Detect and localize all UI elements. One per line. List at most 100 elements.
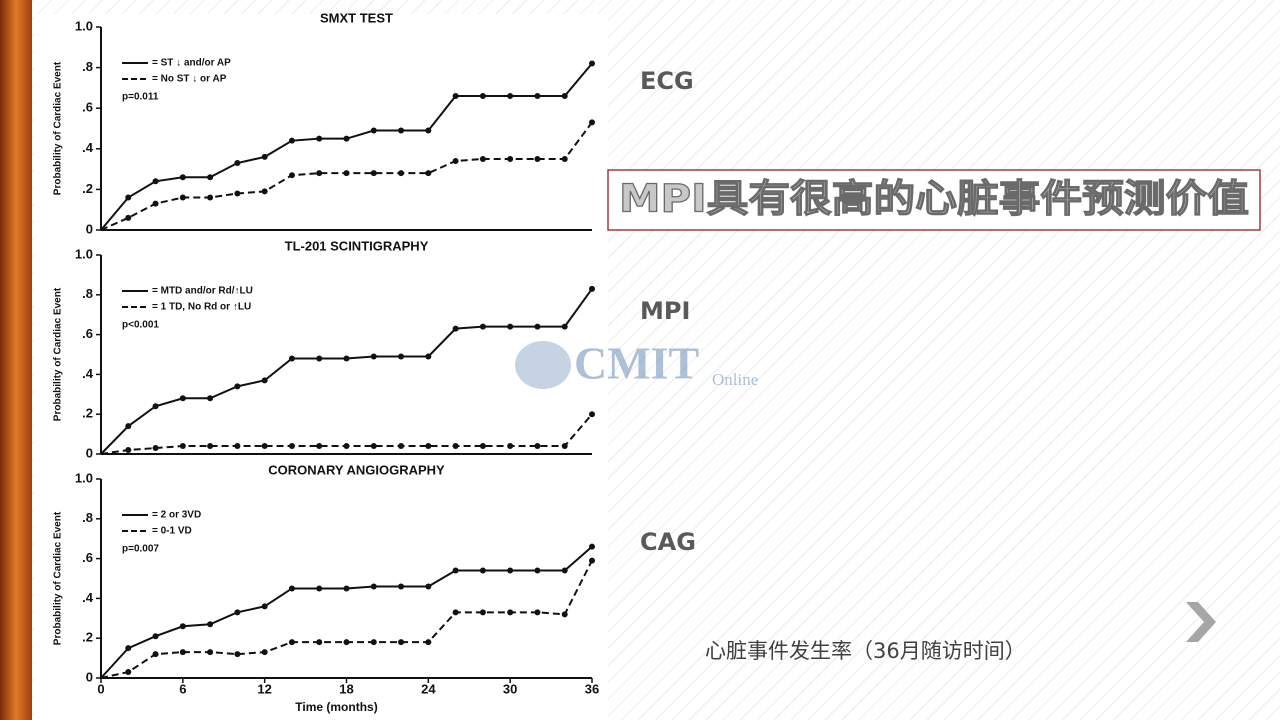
data-point bbox=[534, 443, 541, 450]
y-axis-label: Probability of Cardiac Event bbox=[53, 511, 64, 645]
data-point bbox=[288, 172, 295, 179]
data-point bbox=[561, 93, 568, 100]
chart-title: SMXT TEST bbox=[320, 10, 393, 25]
watermark-sub: Online bbox=[712, 370, 758, 389]
data-point bbox=[152, 178, 159, 185]
y-tick-label: .2 bbox=[82, 181, 93, 196]
data-point bbox=[370, 170, 377, 177]
data-point bbox=[370, 639, 377, 646]
data-point bbox=[288, 137, 295, 144]
data-point bbox=[261, 153, 268, 160]
data-point bbox=[479, 567, 486, 574]
data-point bbox=[261, 377, 268, 384]
data-point bbox=[452, 609, 459, 616]
x-tick-label: 6 bbox=[179, 681, 186, 696]
data-point bbox=[534, 609, 541, 616]
data-point bbox=[425, 127, 432, 134]
data-point bbox=[316, 355, 323, 362]
data-point bbox=[152, 200, 159, 207]
data-point bbox=[452, 567, 459, 574]
x-axis-label: Time (months) bbox=[295, 700, 377, 714]
y-tick-label: .8 bbox=[82, 510, 93, 525]
y-tick-label: 0 bbox=[86, 445, 93, 460]
data-point bbox=[288, 585, 295, 592]
data-point bbox=[288, 639, 295, 646]
x-tick-label: 18 bbox=[339, 681, 353, 696]
data-point bbox=[261, 649, 268, 656]
data-point bbox=[125, 194, 132, 201]
y-tick-label: 1.0 bbox=[75, 470, 93, 485]
data-point bbox=[534, 155, 541, 162]
data-point bbox=[425, 170, 432, 177]
y-tick-label: .2 bbox=[82, 406, 93, 421]
data-point bbox=[261, 603, 268, 610]
next-arrow[interactable] bbox=[1186, 602, 1216, 642]
data-point bbox=[179, 443, 186, 450]
data-point bbox=[534, 323, 541, 330]
annotation: p=0.011 bbox=[122, 92, 159, 103]
x-tick-label: 0 bbox=[97, 681, 104, 696]
data-point bbox=[425, 639, 432, 646]
x-tick-label: 30 bbox=[503, 681, 517, 696]
data-point bbox=[343, 639, 350, 646]
y-tick-label: 0 bbox=[86, 669, 93, 684]
data-point bbox=[261, 443, 268, 450]
chart-title: TL-201 SCINTIGRAPHY bbox=[285, 238, 429, 253]
data-point bbox=[316, 639, 323, 646]
data-point bbox=[425, 353, 432, 360]
data-point bbox=[589, 411, 595, 418]
data-point bbox=[398, 170, 405, 177]
chart-image bbox=[35, 14, 608, 720]
caption: 心脏事件发生率（36月随访时间） bbox=[705, 639, 1026, 663]
legend-label: = 1 TD, No Rd or ↑LU bbox=[152, 302, 251, 313]
data-point bbox=[398, 353, 405, 360]
data-point bbox=[343, 443, 350, 450]
data-point bbox=[207, 174, 214, 181]
data-point bbox=[452, 325, 459, 332]
x-tick-label: 12 bbox=[257, 681, 271, 696]
data-point bbox=[479, 93, 486, 100]
data-point bbox=[589, 543, 595, 550]
data-point bbox=[207, 649, 214, 656]
data-point bbox=[507, 155, 514, 162]
data-point bbox=[288, 443, 295, 450]
data-point bbox=[234, 443, 241, 450]
data-point bbox=[343, 585, 350, 592]
data-point bbox=[452, 93, 459, 100]
data-point bbox=[507, 93, 514, 100]
data-point bbox=[125, 669, 132, 676]
data-point bbox=[261, 188, 268, 195]
data-point bbox=[589, 119, 595, 126]
data-point bbox=[316, 170, 323, 177]
data-point bbox=[479, 155, 486, 162]
data-point bbox=[234, 383, 241, 390]
data-point bbox=[589, 60, 595, 67]
legend-label: = No ST ↓ or AP bbox=[152, 74, 227, 85]
data-point bbox=[316, 135, 323, 142]
data-point bbox=[398, 127, 405, 134]
data-point bbox=[479, 609, 486, 616]
watermark: CMIT Online bbox=[515, 338, 758, 389]
data-point bbox=[179, 395, 186, 402]
data-point bbox=[507, 609, 514, 616]
data-point bbox=[179, 174, 186, 181]
chart-title: CORONARY ANGIOGRAPHY bbox=[268, 462, 445, 477]
data-point bbox=[507, 567, 514, 574]
data-point bbox=[370, 353, 377, 360]
data-point bbox=[589, 285, 595, 292]
data-point bbox=[534, 93, 541, 100]
data-point bbox=[589, 557, 595, 564]
legend-label: = MTD and/or Rd/↑LU bbox=[152, 286, 253, 297]
data-point bbox=[234, 609, 241, 616]
y-tick-label: 0 bbox=[86, 221, 93, 236]
data-point bbox=[207, 395, 214, 402]
y-tick-label: .6 bbox=[82, 326, 93, 341]
side-bar bbox=[0, 0, 32, 720]
annotation: p<0.001 bbox=[122, 320, 159, 331]
data-point bbox=[179, 194, 186, 201]
data-point bbox=[370, 443, 377, 450]
data-point bbox=[343, 170, 350, 177]
data-point bbox=[398, 639, 405, 646]
y-tick-label: 1.0 bbox=[75, 18, 93, 33]
